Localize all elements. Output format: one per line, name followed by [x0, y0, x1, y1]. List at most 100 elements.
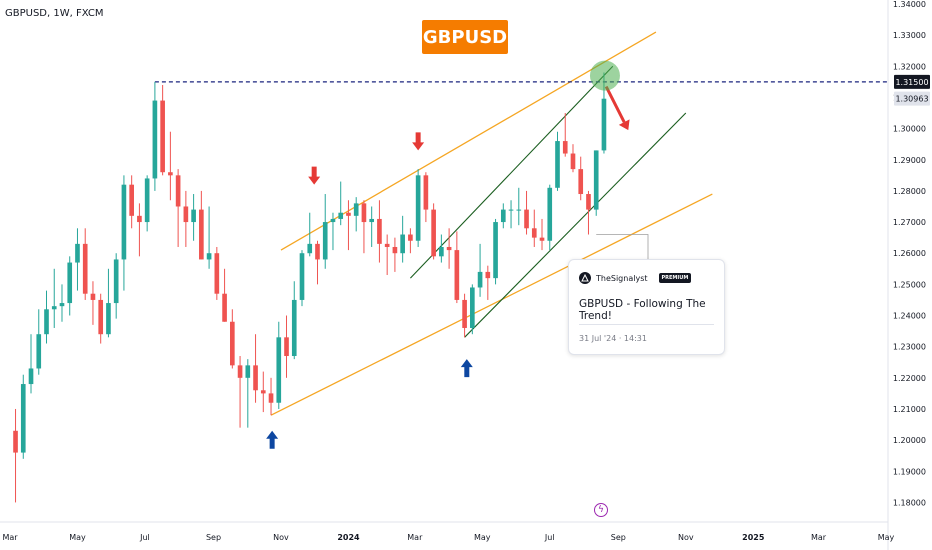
y-tick-label: 1.32000 [893, 62, 926, 71]
candle-body [160, 100, 165, 173]
candle-body [260, 390, 266, 394]
up-arrow-icon [460, 359, 473, 378]
last-price-tag [894, 91, 930, 106]
candle-body [67, 262, 73, 304]
candle-body [330, 218, 336, 223]
candle-body [369, 218, 375, 223]
candle [431, 203, 436, 260]
candle-body [129, 184, 134, 216]
level-price-label: 1.31500 [895, 78, 928, 87]
channel-lower-line [270, 193, 713, 416]
y-tick-label: 1.18000 [893, 498, 926, 507]
idea-title[interactable]: GBPUSD - Following The Trend! [579, 298, 706, 322]
candle-body [284, 337, 289, 357]
idea-card[interactable]: TheSignalyst PREMIUM GBPUSD - Following … [568, 259, 725, 355]
candle-body [477, 271, 483, 288]
candle [175, 169, 181, 247]
x-tick-label: Mar [407, 533, 423, 542]
candle-body [36, 334, 42, 369]
y-tick-label: 1.23000 [893, 343, 926, 352]
candle [555, 131, 560, 191]
candle [524, 190, 529, 235]
candle-body [508, 209, 514, 211]
y-tick-label: 1.22000 [893, 374, 926, 383]
candle [470, 284, 475, 335]
candle-body [377, 218, 382, 244]
y-tick-label: 1.26000 [893, 249, 926, 258]
candle [562, 113, 568, 157]
candle-body [454, 250, 460, 300]
candle [500, 203, 506, 229]
projection-arrow-line [604, 85, 626, 123]
candle-body [578, 169, 584, 195]
channel-lower-line [464, 112, 687, 338]
candle [199, 190, 204, 260]
candle [439, 234, 444, 263]
candle-body [199, 209, 204, 260]
candle-body [500, 209, 506, 223]
y-tick-label: 1.19000 [893, 467, 926, 476]
candle-body [245, 365, 251, 378]
candle-body [13, 430, 18, 453]
candle [59, 284, 65, 322]
candle-body [570, 153, 576, 170]
candle [245, 359, 251, 428]
candle [493, 218, 498, 285]
candle [28, 334, 34, 394]
candle-body [59, 303, 65, 307]
candle [454, 231, 460, 304]
candle-body [470, 287, 475, 328]
card-divider [579, 324, 714, 325]
candle-body [562, 141, 568, 154]
candle-body [276, 337, 282, 403]
candle-body [462, 299, 467, 328]
candle-body [423, 175, 429, 210]
y-tick-label: 1.30000 [893, 125, 926, 134]
candle [508, 200, 514, 229]
candle [137, 203, 142, 257]
x-tick-label: Nov [678, 533, 694, 542]
highlight-circle [589, 60, 620, 91]
candle [268, 377, 274, 416]
x-tick-label: May [474, 533, 491, 542]
candle [284, 315, 289, 378]
candle-body [493, 222, 498, 279]
x-tick-label: Nov [273, 533, 289, 542]
candle [75, 228, 80, 291]
candle [322, 194, 328, 269]
symbol-label: GBPUSD, 1W, FXCM [5, 8, 104, 19]
time-axis: Mar May Jul Sep Nov 2024 Mar May Jul Sep Nov 2025 Ma… [2, 533, 894, 542]
candle-body [144, 178, 150, 223]
card-connector-line [596, 234, 649, 259]
candle [82, 228, 88, 300]
candle-body [237, 365, 243, 378]
y-tick-label: 1.34000 [893, 0, 926, 9]
candle [353, 197, 359, 232]
candle [516, 187, 522, 226]
candle [229, 309, 235, 369]
event-flash-icon[interactable]: ϟ [594, 503, 608, 517]
candle-body [82, 243, 88, 294]
channel-upper-line [409, 65, 614, 279]
candle [260, 371, 266, 413]
candle [593, 150, 599, 216]
candle [253, 334, 258, 403]
candle-body [353, 203, 359, 216]
last-price-label: 1.30963 [895, 95, 928, 104]
candle [291, 281, 297, 360]
down-arrow-icon [412, 132, 425, 151]
candle [338, 181, 344, 226]
price-axis: 1.340001.330001.320001.310001.300001.290… [893, 0, 930, 507]
candle-body [539, 237, 545, 241]
candle [531, 209, 537, 247]
candle-body [98, 299, 104, 335]
x-tick-label: Mar [811, 533, 827, 542]
candle [44, 290, 49, 344]
candle-body [168, 172, 173, 176]
candle-body [206, 253, 212, 260]
author-name[interactable]: TheSignalyst [596, 273, 648, 283]
candle [20, 374, 26, 459]
candle-body [222, 293, 227, 322]
author-logo-icon [579, 272, 591, 284]
